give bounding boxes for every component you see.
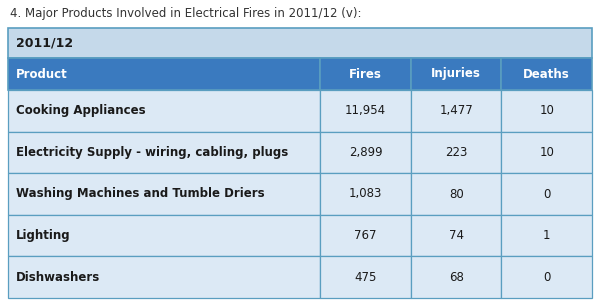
Bar [411, 173, 502, 215]
Bar [502, 256, 592, 298]
Bar [502, 173, 592, 215]
Bar [8, 28, 592, 58]
Text: 1,083: 1,083 [349, 188, 382, 201]
Text: Fires: Fires [349, 68, 382, 81]
Bar [8, 58, 320, 90]
Text: 1,477: 1,477 [439, 104, 473, 117]
Text: 767: 767 [355, 229, 377, 242]
Bar [411, 90, 502, 132]
Text: 475: 475 [355, 271, 377, 284]
Text: 11,954: 11,954 [345, 104, 386, 117]
Bar [411, 132, 502, 173]
Bar [8, 173, 320, 215]
Text: Cooking Appliances: Cooking Appliances [16, 104, 146, 117]
Text: 10: 10 [539, 146, 554, 159]
Bar [320, 58, 411, 90]
Bar [8, 90, 320, 132]
Bar [502, 90, 592, 132]
Bar [502, 58, 592, 90]
Text: 68: 68 [449, 271, 464, 284]
Text: 223: 223 [445, 146, 467, 159]
Text: Washing Machines and Tumble Driers: Washing Machines and Tumble Driers [16, 188, 265, 201]
Text: Product: Product [16, 68, 68, 81]
Bar [8, 215, 320, 256]
Text: 2,899: 2,899 [349, 146, 383, 159]
Text: 0: 0 [543, 188, 550, 201]
Text: 2011/12: 2011/12 [16, 36, 73, 49]
Bar [8, 132, 320, 173]
Bar [411, 256, 502, 298]
Text: Electricity Supply - wiring, cabling, plugs: Electricity Supply - wiring, cabling, pl… [16, 146, 288, 159]
Bar [8, 256, 320, 298]
Text: 0: 0 [543, 271, 550, 284]
Bar [320, 256, 411, 298]
Text: 10: 10 [539, 104, 554, 117]
Bar [411, 58, 502, 90]
Bar [320, 173, 411, 215]
Bar [320, 132, 411, 173]
Text: Dishwashers: Dishwashers [16, 271, 100, 284]
Bar [411, 215, 502, 256]
Text: 80: 80 [449, 188, 464, 201]
Bar [502, 215, 592, 256]
Text: Deaths: Deaths [523, 68, 570, 81]
Bar [320, 90, 411, 132]
Text: 4. Major Products Involved in Electrical Fires in 2011/12 (v):: 4. Major Products Involved in Electrical… [10, 8, 361, 21]
Bar [320, 215, 411, 256]
Text: 74: 74 [449, 229, 464, 242]
Text: 1: 1 [543, 229, 550, 242]
Text: Lighting: Lighting [16, 229, 71, 242]
Bar [502, 132, 592, 173]
Text: Injuries: Injuries [431, 68, 481, 81]
